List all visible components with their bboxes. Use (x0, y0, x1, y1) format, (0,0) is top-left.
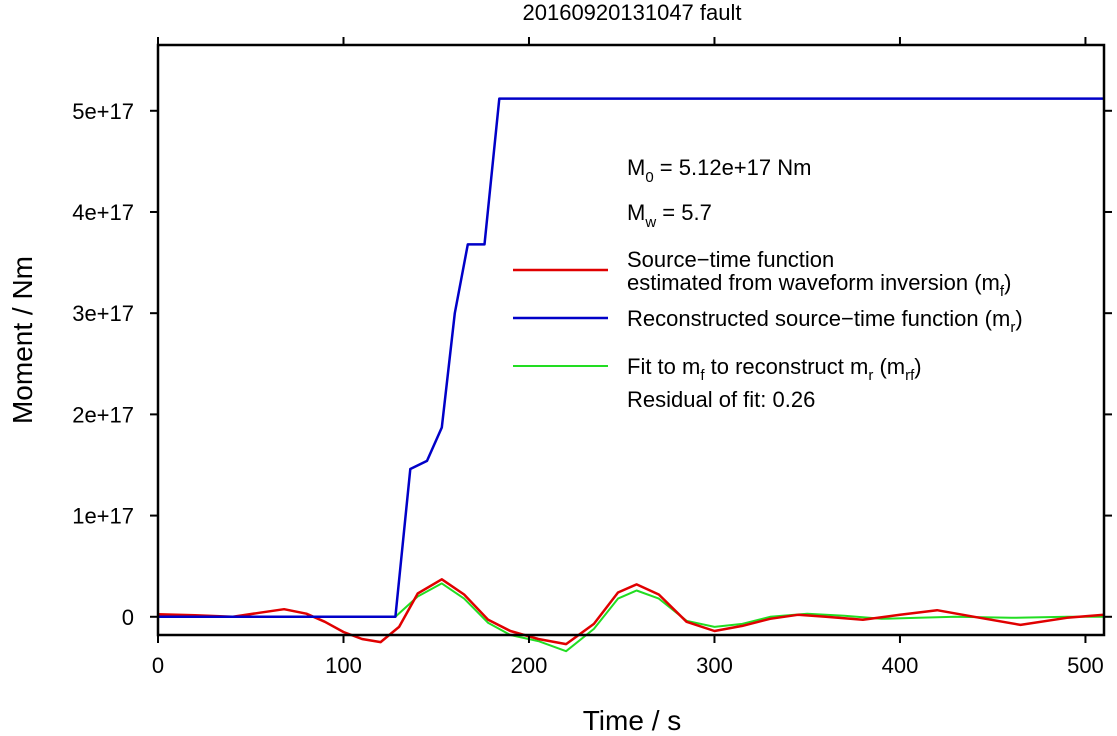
residual-annotation: Residual of fit: 0.26 (627, 387, 815, 412)
legend-2-c: (m (873, 354, 905, 379)
mw-subscript: w (644, 214, 656, 231)
legend-2-sub2: r (868, 367, 873, 384)
y-tick-label: 0 (122, 605, 134, 630)
series-layer (157, 97, 1105, 653)
m0-annotation: M0 = 5.12e+17 Nm (627, 155, 811, 186)
legend-label-source-time-function-line1: Source−time function (627, 247, 834, 272)
series-fit-line (158, 582, 1104, 653)
legend-1-sub: r (1010, 319, 1015, 336)
legend-label-source-time-function-line2: estimated from waveform inversion (mf) (627, 270, 1011, 300)
y-tick-label: 1e+17 (72, 504, 134, 529)
legend-0-line2-b: ) (1004, 270, 1011, 295)
plot-frame (156, 43, 1106, 637)
chart-title: 20160920131047 fault (523, 0, 742, 25)
m0-subscript: 0 (645, 169, 653, 186)
y-tick-label: 5e+17 (72, 99, 134, 124)
legend-2-sub1: f (700, 367, 705, 384)
legend-2-d: ) (914, 354, 921, 379)
tick-layer: 0 100 200 300 400 500 0 1e+17 2e+17 3e+17 4e+17 5e+… (72, 37, 1112, 678)
legend-0-line2-a: estimated from waveform inversion (m (627, 270, 1000, 295)
legend-2-sub3: rf (905, 367, 915, 384)
x-tick-label: 300 (696, 653, 733, 678)
x-tick-label: 500 (1067, 653, 1104, 678)
mw-value: = 5.7 (656, 200, 712, 225)
mw-annotation: Mw = 5.7 (627, 200, 712, 231)
y-tick-label: 2e+17 (72, 402, 134, 427)
y-axis-title: Moment / Nm (7, 256, 38, 424)
legend-2-b: to reconstruct m (705, 354, 869, 379)
m0-value: = 5.12e+17 Nm (654, 155, 812, 180)
y-tick-label: 4e+17 (72, 200, 134, 225)
series-source-time-function-line (157, 578, 1105, 646)
legend-1-a: Reconstructed source−time function (m (627, 306, 1010, 331)
x-tick-label: 0 (152, 653, 164, 678)
x-tick-label: 100 (325, 653, 362, 678)
y-tick-label: 3e+17 (72, 301, 134, 326)
legend-label-reconstructed: Reconstructed source−time function (mr) (627, 306, 1023, 336)
m0-prefix: M (627, 155, 645, 180)
legend-0-line2-sub: f (1000, 283, 1005, 300)
x-axis-title: Time / s (583, 705, 682, 736)
legend: Source−time function estimated from wave… (513, 247, 1023, 412)
mw-prefix: M (627, 200, 645, 225)
x-tick-label: 400 (882, 653, 919, 678)
x-tick-label: 200 (511, 653, 548, 678)
legend-2-a: Fit to m (627, 354, 700, 379)
legend-1-b: ) (1015, 306, 1022, 331)
legend-label-fit: Fit to mf to reconstruct mr (mrf) (627, 354, 922, 384)
series-reconstructed-line (158, 97, 1104, 619)
